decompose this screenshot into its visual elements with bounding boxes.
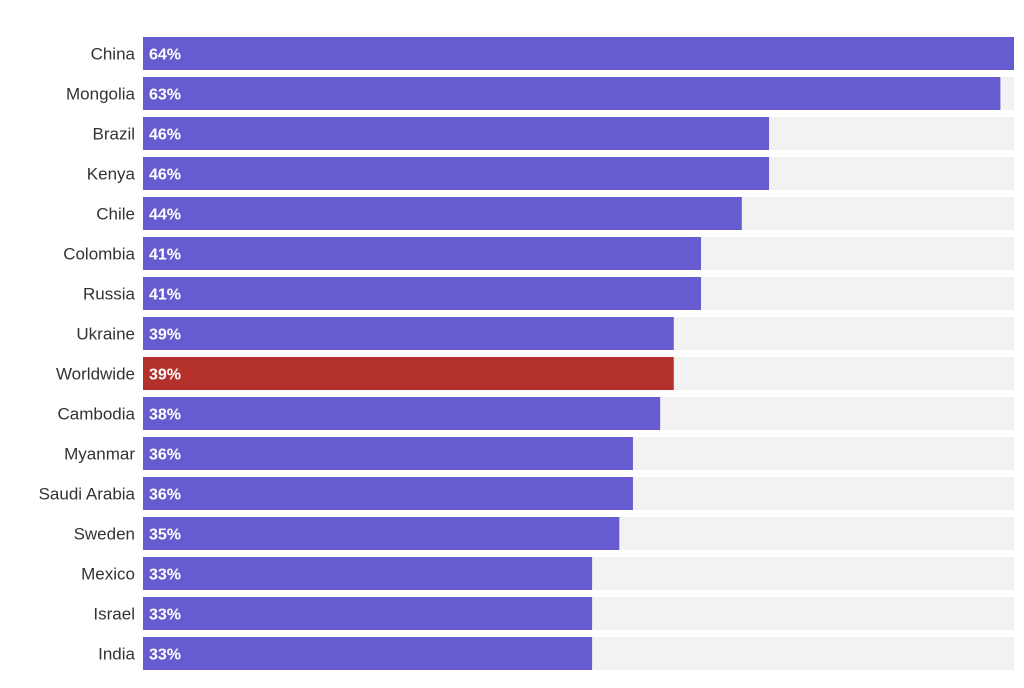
bar-row-myanmar: Myanmar 36%: [64, 437, 1014, 470]
value-label: 41%: [149, 287, 181, 304]
bar: [143, 557, 593, 590]
bar: [143, 477, 633, 510]
value-label: 46%: [149, 167, 181, 184]
category-label: Colombia: [63, 245, 135, 264]
value-label: 39%: [149, 367, 181, 384]
bar-row-cambodia: Cambodia 38%: [58, 397, 1014, 430]
category-label: Brazil: [92, 125, 135, 144]
value-label: 33%: [149, 607, 181, 624]
bar-row-colombia: Colombia 41%: [63, 237, 1014, 270]
bar-row-ukraine: Ukraine 39%: [76, 317, 1014, 350]
bar: [143, 317, 674, 350]
category-label: Myanmar: [64, 445, 135, 464]
value-label: 63%: [149, 87, 181, 104]
category-label: Ukraine: [76, 325, 135, 344]
value-label: 35%: [149, 527, 181, 544]
category-label: Mexico: [81, 565, 135, 584]
bar-row-saudi-arabia: Saudi Arabia 36%: [39, 477, 1014, 510]
bar-row-china: China 64%: [91, 37, 1014, 70]
value-label: 33%: [149, 567, 181, 584]
bar-row-israel: Israel 33%: [93, 597, 1014, 630]
category-label: China: [91, 45, 136, 64]
bar: [143, 37, 1014, 70]
category-label: Kenya: [87, 165, 136, 184]
value-label: 36%: [149, 487, 181, 504]
bar-row-mexico: Mexico 33%: [81, 557, 1014, 590]
bar: [143, 397, 661, 430]
category-label: Worldwide: [56, 365, 135, 384]
bar: [143, 157, 770, 190]
bar-row-mongolia: Mongolia 63%: [66, 77, 1014, 110]
value-label: 64%: [149, 47, 181, 64]
bar: [143, 437, 633, 470]
bar-row-india: India 33%: [98, 637, 1014, 670]
category-label: Israel: [93, 605, 135, 624]
category-label: Cambodia: [58, 405, 136, 424]
bar: [143, 277, 701, 310]
bar-row-kenya: Kenya 46%: [87, 157, 1014, 190]
bar-row-worldwide: Worldwide 39%: [56, 357, 1014, 390]
value-label: 33%: [149, 647, 181, 664]
value-label: 44%: [149, 207, 181, 224]
category-label: Chile: [96, 205, 135, 224]
category-label: Sweden: [74, 525, 135, 544]
value-label: 36%: [149, 447, 181, 464]
bar: [143, 237, 701, 270]
bar: [143, 637, 593, 670]
value-label: 41%: [149, 247, 181, 264]
highlight-bar: [143, 357, 674, 390]
value-label: 38%: [149, 407, 181, 424]
bar-row-chile: Chile 44%: [96, 197, 1014, 230]
bar-row-sweden: Sweden 35%: [74, 517, 1014, 550]
bar: [143, 197, 742, 230]
bar: [143, 77, 1001, 110]
value-label: 39%: [149, 327, 181, 344]
bar: [143, 517, 620, 550]
category-label: Mongolia: [66, 85, 136, 104]
bar: [143, 117, 770, 150]
bar-row-brazil: Brazil 46%: [92, 117, 1014, 150]
value-label: 46%: [149, 127, 181, 144]
category-label: Russia: [83, 285, 136, 304]
bar: [143, 597, 593, 630]
category-label: Saudi Arabia: [39, 485, 136, 504]
category-label: India: [98, 645, 135, 664]
bar-row-russia: Russia 41%: [83, 277, 1014, 310]
